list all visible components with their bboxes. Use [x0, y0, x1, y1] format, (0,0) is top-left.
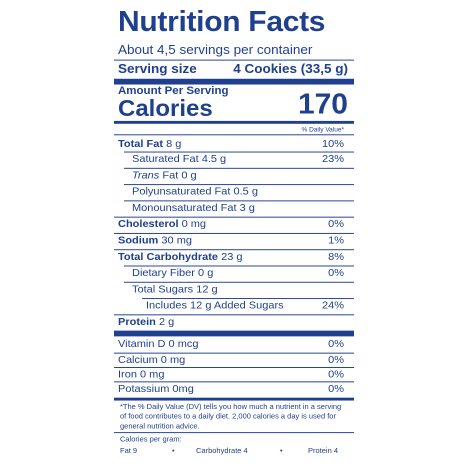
nutrient-row-cholesterol: Cholesterol 0 mg 0%: [114, 217, 354, 233]
nutrition-facts-label: Nutrition Facts About 4,5 servings per c…: [114, 6, 354, 455]
nutrient-dv: 0%: [328, 267, 344, 279]
divider-servings: [114, 59, 354, 61]
servings-per-container: About 4,5 servings per container: [118, 42, 313, 57]
nutrient-amount: 0 mg: [181, 218, 207, 231]
divider: [114, 381, 354, 383]
serving-size-value: 4 Cookies (33,5 g): [233, 61, 348, 76]
divider: [114, 367, 354, 368]
vitamin-name: Vitamin D 0 mcg: [118, 338, 199, 350]
vitamin-row-potassium: Potassium 0mg 0%: [114, 381, 354, 397]
daily-value-header: % Daily Value*: [301, 126, 344, 134]
nutrient-dv: 24%: [321, 299, 344, 312]
nutrient-name: Total Carbohydrate: [118, 251, 219, 263]
nutrient-name: Monounsaturated Fat 3 g: [132, 202, 255, 214]
serving-size-label: Serving size: [118, 61, 197, 76]
vitamin-dv: 0%: [328, 338, 344, 350]
vitamin-dv: 0%: [328, 368, 344, 381]
nutrient-row-total-fat: Total Fat 8 g 10%: [114, 136, 354, 152]
nutrient-row-trans-fat: Trans Fat 0 g: [114, 168, 354, 184]
divider: [124, 281, 354, 283]
nutrient-name: Polyunsaturated Fat 0.5 g: [132, 186, 258, 198]
nutrient-name: Total Sugars 12 g: [132, 283, 218, 296]
nutrient-row-dietary-fiber: Dietary Fiber 0 g 0%: [114, 266, 354, 282]
fat-per-gram: Fat 9: [120, 446, 138, 456]
vitamin-name: Potassium 0mg: [118, 383, 194, 395]
vitamin-name: Iron 0 mg: [118, 368, 165, 381]
nutrient-dv: 23%: [321, 153, 344, 165]
calories-label: Calories: [118, 96, 213, 122]
divider: [124, 265, 354, 267]
vitamin-row-iron: Iron 0 mg 0%: [114, 367, 354, 383]
nutrient-amount: 23 g: [221, 251, 243, 263]
nutrient-name: Dietary Fiber 0 g: [132, 267, 214, 279]
thick-divider-vitamins: [114, 330, 354, 337]
vitamin-dv: 0%: [328, 383, 344, 395]
nutrient-name: Protein: [118, 316, 156, 328]
amount-per-serving: Amount Per Serving: [118, 85, 229, 97]
nutrient-row-protein: Protein 2 g: [114, 314, 354, 330]
vitamin-dv: 0%: [328, 354, 344, 367]
nutrient-row-saturated-fat: Saturated Fat 4.5 g 23%: [114, 152, 354, 168]
daily-value-footnote: *The % Daily Value (DV) tells you how mu…: [120, 402, 342, 431]
trans-italic: Trans: [132, 169, 160, 182]
nutrient-name: Includes 12 g Added Sugars: [146, 299, 284, 312]
bullet-separator: •: [280, 446, 283, 456]
nutrient-row-total-carbohydrate: Total Carbohydrate 23 g 8%: [114, 249, 354, 265]
divider: [114, 216, 354, 218]
nutrient-amount: 30 mg: [161, 234, 192, 247]
nutrient-name: Saturated Fat 4.5 g: [132, 153, 227, 165]
medium-divider-footnote: [114, 397, 354, 401]
nutrient-name: Total Fat: [118, 138, 164, 150]
divider: [114, 249, 354, 251]
nutrient-row-monounsaturated-fat: Monounsaturated Fat 3 g: [114, 200, 354, 216]
bullet-separator: •: [172, 446, 175, 456]
thick-divider-top: [114, 78, 354, 85]
divider: [114, 352, 354, 354]
medium-divider-calories: [114, 120, 354, 124]
calories-per-gram-label: Calories per gram:: [120, 435, 182, 444]
nutrient-dv: 1%: [328, 234, 344, 247]
divider: [124, 167, 354, 169]
nutrient-row-added-sugars: Includes 12 g Added Sugars 24%: [114, 298, 354, 314]
nutrient-amount: 8 g: [166, 138, 182, 150]
divider: [124, 200, 354, 202]
vitamin-row-vitamin-d: Vitamin D 0 mcg 0%: [114, 336, 354, 352]
nutrient-name: Sodium: [118, 234, 159, 247]
divider: [124, 151, 354, 153]
vitamin-row-calcium: Calcium 0 mg 0%: [114, 353, 354, 369]
nutrient-name: Cholesterol: [118, 218, 179, 231]
divider: [114, 314, 354, 316]
label-title: Nutrition Facts: [118, 6, 326, 38]
divider: [124, 184, 354, 186]
divider: [114, 232, 354, 234]
protein-per-gram: Protein 4: [308, 446, 339, 456]
divider: [142, 298, 354, 300]
nutrient-dv: 0%: [328, 218, 344, 231]
nutrient-row-polyunsaturated-fat: Polyunsaturated Fat 0.5 g: [114, 184, 354, 200]
nutrient-name: Fat 0 g: [159, 169, 197, 182]
nutrient-dv: 10%: [321, 138, 344, 150]
nutrient-amount: 2 g: [158, 316, 175, 328]
nutrient-row-total-sugars: Total Sugars 12 g: [114, 282, 354, 298]
calories-value: 170: [297, 88, 348, 120]
nutrient-dv: 8%: [328, 251, 344, 263]
divider-calories-per-gram: [114, 432, 354, 434]
carbohydrate-per-gram: Carbohydrate 4: [196, 446, 248, 456]
nutrient-row-sodium: Sodium 30 mg 1%: [114, 233, 354, 249]
divider: [114, 134, 354, 136]
vitamin-name: Calcium 0 mg: [118, 354, 186, 367]
